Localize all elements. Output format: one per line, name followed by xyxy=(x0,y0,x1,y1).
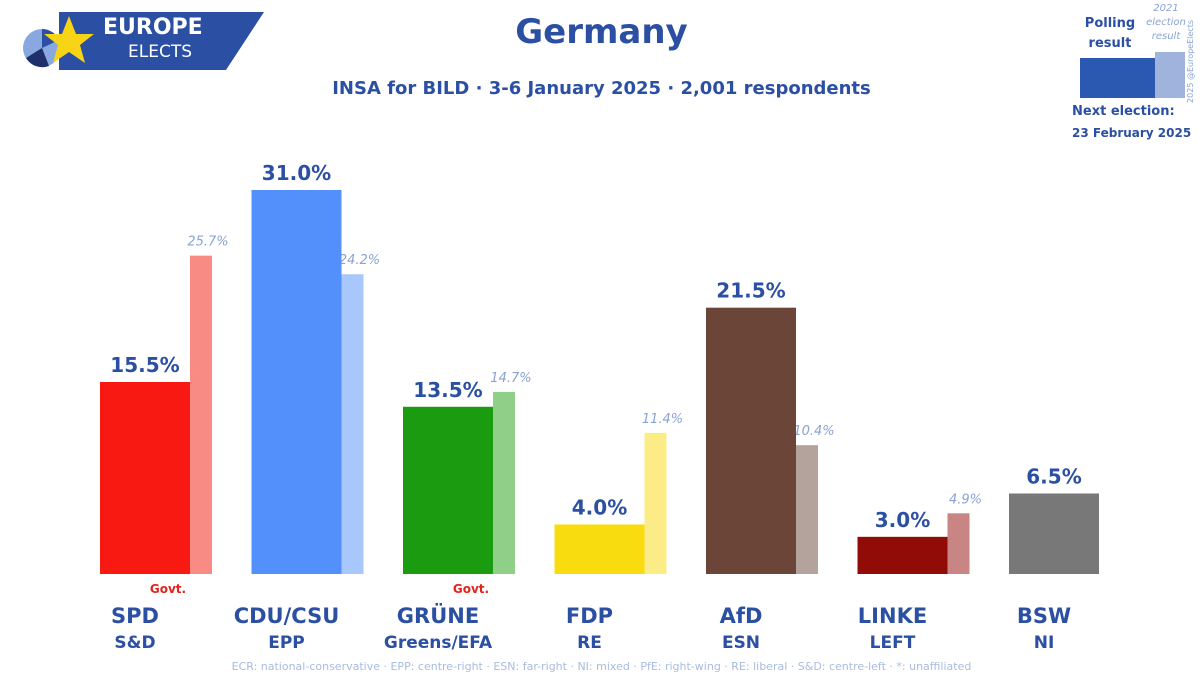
legend-polling-label: Polling result xyxy=(1084,16,1136,51)
bar-0 xyxy=(100,382,190,574)
group-label-1: EPP xyxy=(268,633,305,653)
bar-4 xyxy=(706,307,796,574)
group-label-6: NI xyxy=(1034,633,1055,653)
value-label-6: 6.5% xyxy=(1026,464,1081,488)
category-label-3: FDP xyxy=(566,604,613,628)
europe-elects-logo xyxy=(23,12,264,70)
value-label-3: 4.0% xyxy=(572,495,627,519)
prev-value-label-5: 4.9% xyxy=(949,492,982,507)
logo-text-elects: ELECTS xyxy=(128,42,192,62)
category-label-2: GRÜNE xyxy=(397,603,479,628)
prev-value-label-1: 24.2% xyxy=(339,253,380,268)
prev-bar-1 xyxy=(341,274,364,574)
category-label-1: CDU/CSU xyxy=(234,604,340,628)
next-election-label: Next election: xyxy=(1072,104,1175,119)
prev-bar-4 xyxy=(796,445,818,574)
value-label-4: 21.5% xyxy=(716,279,785,303)
legend-previous-label: 2021 election result xyxy=(1146,3,1186,42)
bar-5 xyxy=(857,536,948,574)
bar-3 xyxy=(554,524,645,574)
group-label-3: RE xyxy=(577,633,602,653)
prev-value-label-3: 11.4% xyxy=(642,412,683,427)
govt-label-0: Govt. xyxy=(150,582,186,596)
prev-value-label-2: 14.7% xyxy=(490,371,531,386)
legend-polling-swatch xyxy=(1080,58,1155,98)
logo-text-europe: EUROPE xyxy=(103,15,203,40)
value-label-5: 3.0% xyxy=(875,508,930,532)
prev-bar-5 xyxy=(947,513,970,574)
bar-1 xyxy=(251,190,342,574)
category-label-6: BSW xyxy=(1017,604,1071,628)
group-label-2: Greens/EFA xyxy=(384,633,493,653)
group-label-4: ESN xyxy=(722,633,760,653)
prev-value-label-0: 25.7% xyxy=(187,235,228,250)
category-label-5: LINKE xyxy=(858,604,927,628)
bar-2 xyxy=(403,406,493,574)
value-label-2: 13.5% xyxy=(413,378,482,402)
prev-bar-3 xyxy=(644,432,667,574)
chart-subtitle: INSA for BILD · 3-6 January 2025 · 2,001… xyxy=(332,78,871,99)
value-label-1: 31.0% xyxy=(262,161,331,185)
prev-bar-2 xyxy=(493,391,515,574)
prev-bar-0 xyxy=(190,255,212,574)
group-label-0: S&D xyxy=(114,633,155,653)
category-label-0: SPD xyxy=(111,604,159,628)
next-election-date: 23 February 2025 xyxy=(1072,126,1192,140)
prev-value-label-4: 10.4% xyxy=(793,424,834,439)
value-label-0: 15.5% xyxy=(110,353,179,377)
chart-title: Germany xyxy=(515,12,688,52)
footnote: ECR: national-conservative · EPP: centre… xyxy=(231,660,972,673)
legend-previous-swatch xyxy=(1155,52,1185,98)
group-label-5: LEFT xyxy=(870,633,916,653)
bar-6 xyxy=(1009,493,1099,574)
category-label-4: AfD xyxy=(720,604,763,628)
govt-label-2: Govt. xyxy=(453,582,489,596)
